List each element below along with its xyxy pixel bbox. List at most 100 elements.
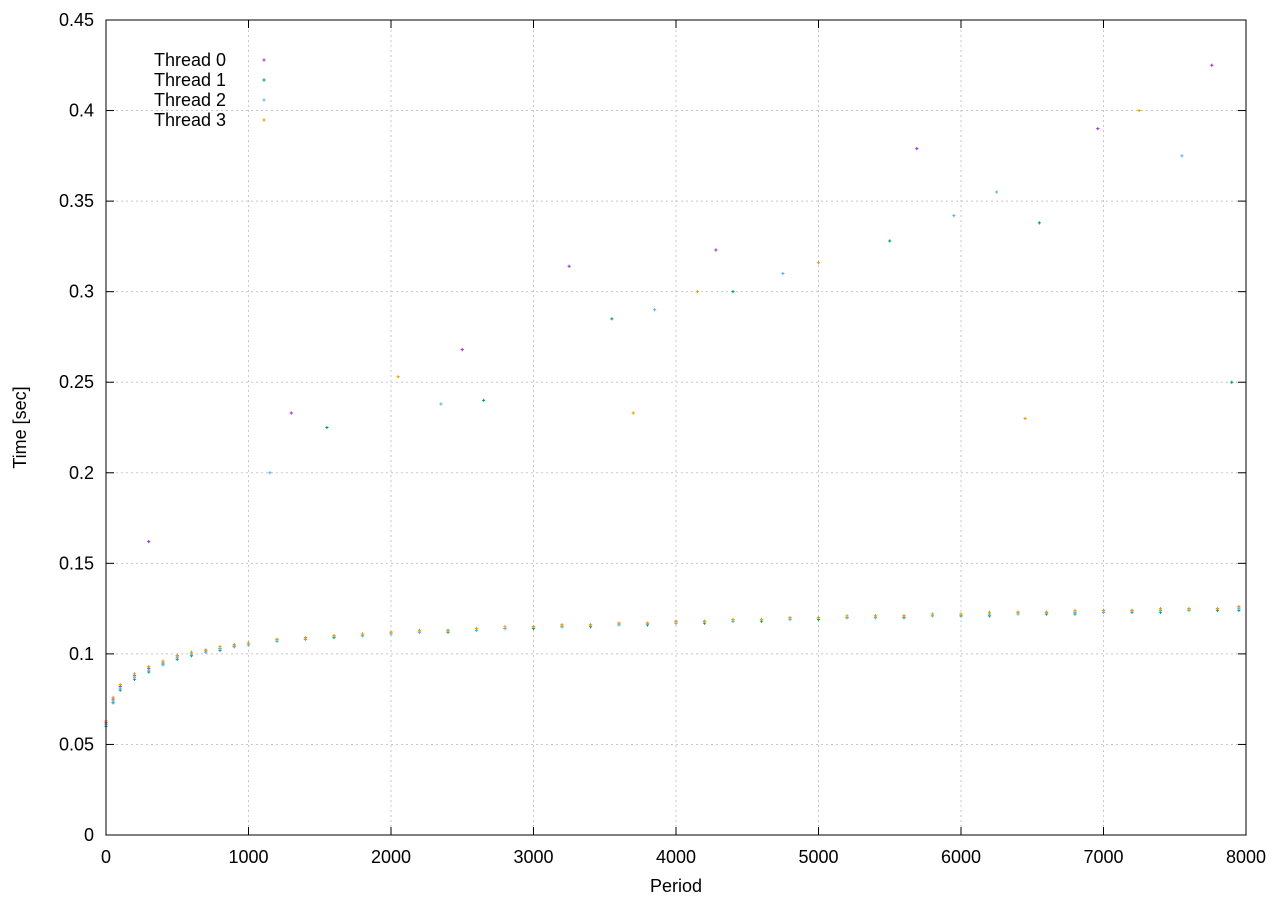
data-point (873, 614, 878, 618)
data-point (111, 699, 115, 703)
data-point (645, 621, 650, 625)
data-point (446, 628, 450, 632)
y-tick-label: 0.25 (59, 372, 94, 392)
x-tick-label: 5000 (798, 847, 838, 867)
grid-layer (106, 20, 1246, 835)
data-point (303, 635, 308, 640)
data-point (915, 146, 919, 151)
y-tick-label: 0.15 (59, 553, 94, 573)
x-tick-label: 1000 (228, 847, 268, 867)
data-point (218, 645, 222, 649)
data-point (1187, 607, 1191, 611)
data-point (1237, 605, 1241, 609)
y-tick-label: 0 (84, 825, 94, 845)
data-point (289, 411, 293, 415)
data-point (189, 650, 194, 654)
data-point (1158, 607, 1163, 611)
data-point (1230, 380, 1234, 384)
data-point (161, 659, 165, 663)
data-point (147, 668, 151, 672)
y-tick-label: 0.05 (59, 734, 94, 754)
data-point (132, 672, 137, 676)
data-point (1101, 608, 1106, 613)
data-point (1215, 607, 1220, 611)
data-point (888, 239, 892, 243)
data-point (714, 248, 718, 252)
data-point (275, 637, 279, 641)
data-point (175, 654, 179, 658)
data-point (987, 610, 992, 614)
y-tick-label: 0.2 (69, 463, 94, 483)
data-point (731, 290, 735, 294)
data-point (482, 398, 486, 402)
data-point (1044, 610, 1049, 614)
data-point (360, 632, 365, 636)
data-point (930, 612, 935, 616)
data-point (902, 614, 906, 618)
legend-marker (262, 118, 266, 122)
x-axis-label: Period (650, 876, 702, 896)
data-point (111, 695, 115, 699)
data-point (952, 214, 956, 218)
data-point (1130, 608, 1134, 613)
data-point (118, 686, 122, 690)
data-point (232, 643, 236, 647)
series-0 (104, 63, 1241, 725)
data-point (268, 471, 272, 475)
x-tick-label: 2000 (371, 847, 411, 867)
data-point (731, 617, 735, 622)
data-point (1137, 108, 1141, 113)
data-point (118, 683, 122, 687)
data-point (617, 621, 621, 625)
data-point (788, 616, 792, 620)
points-layer (104, 63, 1241, 728)
y-tick-label: 0.4 (69, 101, 94, 121)
legend-label: Thread 2 (154, 90, 226, 110)
x-tick-label: 4000 (656, 847, 696, 867)
data-point (631, 411, 635, 415)
y-tick-label: 0.3 (69, 282, 94, 302)
y-tick-label: 0.35 (59, 191, 94, 211)
data-point (389, 630, 393, 634)
data-point (560, 623, 564, 627)
data-point (959, 612, 963, 616)
data-point (702, 619, 707, 623)
data-point (1073, 608, 1077, 613)
y-axis-label: Time [sec] (10, 386, 30, 468)
x-tick-label: 7000 (1083, 847, 1123, 867)
data-point (1180, 154, 1184, 158)
series-1 (104, 221, 1241, 728)
data-point (610, 317, 614, 321)
data-point (147, 664, 151, 669)
data-point (588, 623, 593, 627)
data-point (417, 628, 422, 632)
y-tick-label: 0.1 (69, 644, 94, 664)
data-point (503, 625, 507, 629)
legend-label: Thread 0 (154, 50, 226, 70)
legend-label: Thread 1 (154, 70, 226, 90)
data-point (567, 264, 571, 268)
series-2 (104, 154, 1241, 727)
data-point (995, 190, 999, 194)
data-point (332, 634, 336, 638)
x-tick-label: 0 (101, 847, 111, 867)
plot-frame (105, 19, 1247, 836)
x-tick-label: 6000 (941, 847, 981, 867)
data-point (781, 271, 785, 276)
data-point (132, 675, 137, 680)
legend-marker (262, 98, 266, 102)
data-point (759, 617, 764, 622)
data-point (845, 614, 849, 618)
data-point (816, 616, 821, 620)
data-point (246, 641, 251, 645)
data-point (474, 626, 479, 631)
x-tick-label: 3000 (513, 847, 553, 867)
data-point (531, 625, 536, 629)
data-point (1023, 416, 1027, 421)
data-point (674, 619, 678, 623)
data-point (653, 308, 657, 312)
data-point (325, 425, 329, 430)
